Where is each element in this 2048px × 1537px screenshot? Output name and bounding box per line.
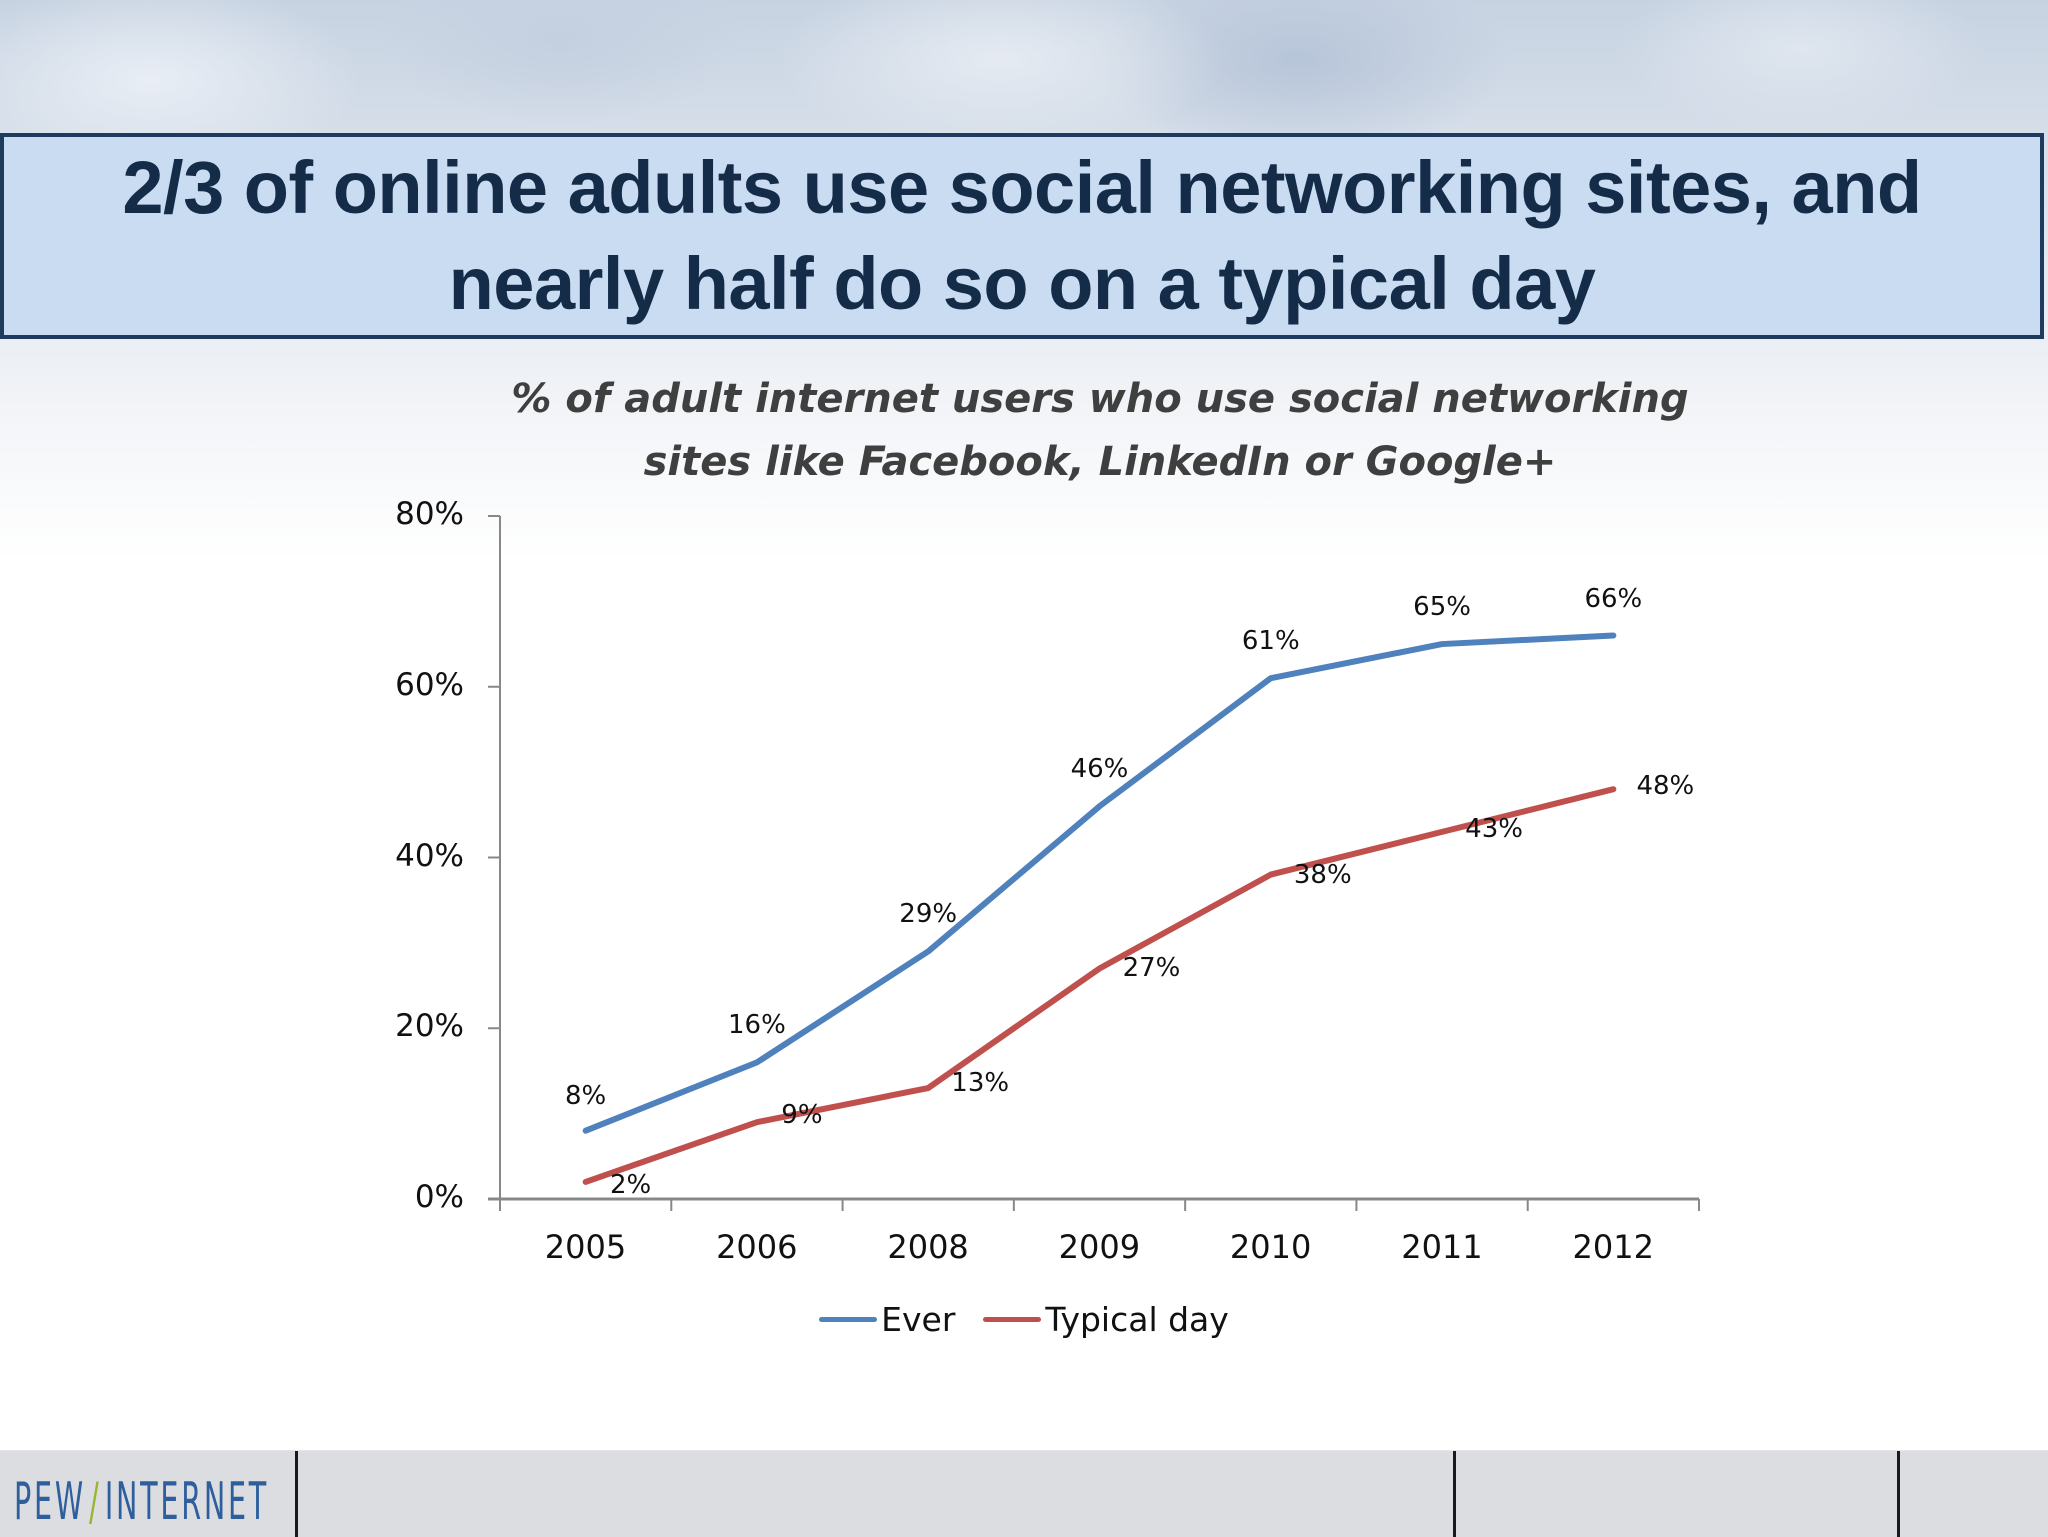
legend-swatch-ever: [819, 1317, 878, 1322]
data-label: 48%: [1636, 771, 1695, 802]
footer-divider: [1897, 1451, 1900, 1537]
slide-footer: [0, 1450, 2048, 1537]
chart-subtitle-line-1: % of adult internet users who use social…: [511, 376, 1689, 422]
data-label: 43%: [1465, 813, 1523, 844]
chart-plot-area: [488, 515, 1700, 1211]
x-tick-label: 2010: [1229, 1228, 1312, 1266]
x-tick-label: 2008: [887, 1228, 969, 1266]
series-typical-day-line: [582, 786, 1617, 1185]
footer-divider: [1453, 1451, 1456, 1537]
data-label: 13%: [951, 1068, 1010, 1098]
data-label: 66%: [1584, 583, 1643, 614]
series-ever-line: [582, 632, 1617, 1134]
chart-legend: Ever Typical day: [0, 1300, 2048, 1339]
slide-title-line-2: nearly half do so on a typical day: [448, 242, 1596, 325]
data-label: 61%: [1241, 626, 1300, 657]
legend-label-typical-day: Typical day: [1045, 1300, 1229, 1339]
logo-text-pew: PEW: [14, 1472, 86, 1532]
chart-subtitle: % of adult internet users who use social…: [500, 368, 1700, 494]
data-label: 8%: [565, 1080, 607, 1111]
data-label: 46%: [1070, 754, 1129, 785]
x-tick-label: 2011: [1401, 1228, 1483, 1266]
pew-internet-logo: PEW / INTERNET: [14, 1472, 269, 1532]
data-label: 16%: [728, 1010, 786, 1041]
line-chart: 0% 20% 40% 60% 80% 2005 2006 2008 2009 2010 2011 20…: [395, 496, 1700, 1266]
slide-title-box: 2/3 of online adults use social networki…: [0, 133, 2044, 339]
legend-swatch-typical-day: [983, 1317, 1042, 1322]
y-tick-label: 60%: [395, 666, 464, 703]
data-label: 29%: [899, 899, 958, 930]
footer-divider: [295, 1451, 298, 1537]
x-tick-label: 2009: [1058, 1228, 1141, 1266]
legend-item-typical-day: Typical day: [983, 1300, 1229, 1339]
logo-text-internet: INTERNET: [104, 1472, 270, 1532]
y-tick-label: 0%: [414, 1179, 464, 1215]
data-label: 38%: [1293, 859, 1352, 890]
data-label: 27%: [1122, 953, 1181, 984]
y-tick-label: 40%: [395, 837, 464, 874]
logo-slash: /: [89, 1472, 102, 1532]
data-label: 65%: [1413, 592, 1471, 623]
y-tick-label: 80%: [395, 496, 464, 532]
data-label: 9%: [781, 1100, 823, 1131]
x-tick-label: 2012: [1572, 1228, 1654, 1266]
data-label: 2%: [610, 1169, 652, 1200]
x-tick-label: 2006: [716, 1228, 798, 1266]
y-tick-label: 20%: [395, 1008, 464, 1045]
legend-label-ever: Ever: [881, 1300, 956, 1339]
chart-subtitle-line-2: sites like Facebook, LinkedIn or Google+: [643, 439, 1557, 485]
x-tick-label: 2005: [544, 1228, 627, 1266]
slide-title-line-1: 2/3 of online adults use social networki…: [122, 146, 1922, 229]
legend-item-ever: Ever: [819, 1300, 955, 1339]
